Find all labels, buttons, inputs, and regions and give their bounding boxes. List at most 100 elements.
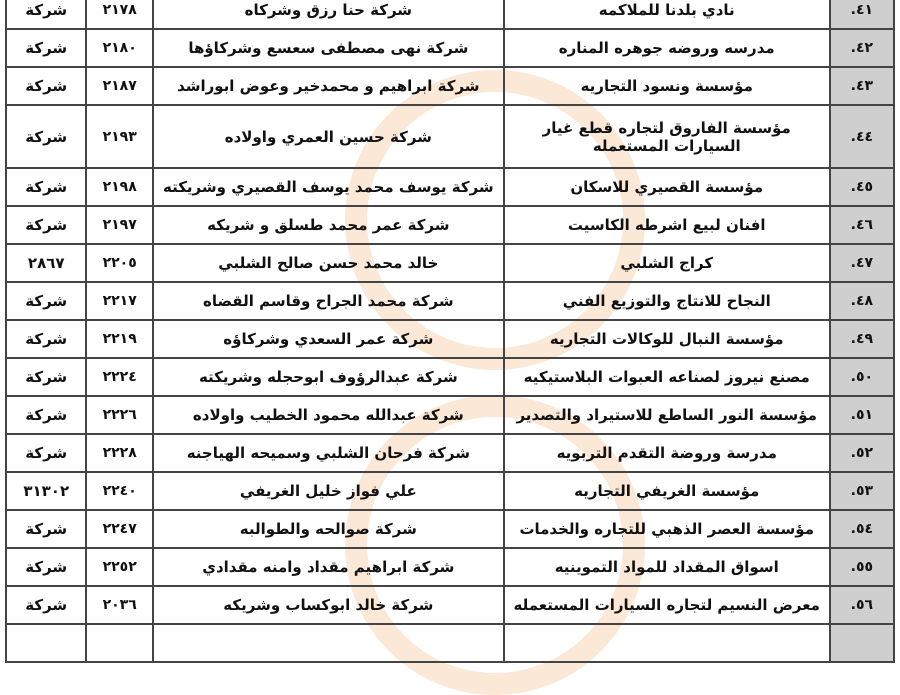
registration-number: ٢٢٢٨ xyxy=(85,433,154,473)
registration-number: ٢١٩٣ xyxy=(85,104,154,169)
table-row xyxy=(4,623,896,663)
table-row: ٥٢. مدرسة وروضة التقدم التربويه شركة فرحان… xyxy=(4,433,896,473)
table-row: ٤٧. كراج الشلبي خالد محمد حسن صالح الشلبي ٢… xyxy=(4,243,896,283)
registration-number: ٢٢٥٢ xyxy=(85,547,154,587)
registration-number: ٢١٧٨ xyxy=(85,0,154,30)
registration-number: ٢١٩٧ xyxy=(85,205,154,245)
entity-type: شركة xyxy=(4,205,88,245)
entity-type: ٣١٣٠٢ xyxy=(4,471,88,511)
table-row: ٤٦. افنان لبيع اشرطه الكاسيت شركة عمر محمد… xyxy=(4,205,896,245)
owner-name: شركة ابراهيم و محمدخير وعوض ابوراشد xyxy=(151,66,505,106)
owner-name: شركة ابراهيم مقداد وامنه مقدادي xyxy=(151,547,505,587)
owner-name: شركة نهى مصطفى سعسع وشركاؤها xyxy=(151,28,505,68)
establishment-name: مدرسة وروضة التقدم التربويه xyxy=(502,433,831,473)
owner-name: شركة خالد ابوكساب وشريكه xyxy=(151,585,505,625)
row-number: ٤١. xyxy=(828,0,896,30)
entity-type: شركة xyxy=(4,28,88,68)
entity-type: شركة xyxy=(4,433,88,473)
entity-type: شركة xyxy=(4,104,88,169)
entity-type: شركة xyxy=(4,167,88,207)
entity-type: شركة xyxy=(4,66,88,106)
owner-name: شركة عمر السعدي وشركاؤه xyxy=(151,319,505,359)
row-number: ٥٦. xyxy=(828,585,896,625)
row-number: ٤٦. xyxy=(828,205,896,245)
table-row: ٥٥. اسواق المقداد للمواد التموينيه شركة اب… xyxy=(4,547,896,587)
establishment-name: النجاح للانتاج والتوزيع الفني xyxy=(502,281,831,321)
owner-name: شركة صوالحه والطوالبه xyxy=(151,509,505,549)
establishment-name: مصنع نيروز لصناعه العبوات البلاستيكيه xyxy=(502,357,831,397)
empty-cell xyxy=(4,623,88,663)
owner-name: شركة حنا رزق وشركاه xyxy=(151,0,505,30)
establishment-name: معرض النسيم لتجاره السيارات المستعمله xyxy=(502,585,831,625)
entity-type: شركة xyxy=(4,509,88,549)
registration-number: ٢٢٢٤ xyxy=(85,357,154,397)
owner-name: شركة عبدالله محمود الخطيب واولاده xyxy=(151,395,505,435)
establishment-name: مؤسسة النور الساطع للاستيراد والتصدير xyxy=(502,395,831,435)
table-row: ٥٣. مؤسسة الغريفي التجاريه علي فواز خليل ا… xyxy=(4,471,896,511)
establishment-name: مؤسسة العصر الذهبي للتجاره والخدمات xyxy=(502,509,831,549)
owner-name: شركة يوسف محمد يوسف القصيري وشريكته xyxy=(151,167,505,207)
registration-number: ٢٢١٩ xyxy=(85,319,154,359)
establishment-name: نادي بلدنا للملاكمه xyxy=(502,0,831,30)
row-number: ٥٤. xyxy=(828,509,896,549)
entity-type: شركة xyxy=(4,281,88,321)
owner-name: شركة حسين العمري واولاده xyxy=(151,104,505,169)
establishment-name: مؤسسة ونسود التجاريه xyxy=(502,66,831,106)
entity-type: شركة xyxy=(4,547,88,587)
row-number: ٤٥. xyxy=(828,167,896,207)
row-number: ٤٧. xyxy=(828,243,896,283)
table-row: ٥٦. معرض النسيم لتجاره السيارات المستعمله… xyxy=(4,585,896,625)
registration-number: ٢١٨٧ xyxy=(85,66,154,106)
row-number: ٤٨. xyxy=(828,281,896,321)
entity-type: شركة xyxy=(4,395,88,435)
table-row: ٤٤. مؤسسة الفاروق لتجاره قطع غيار السيارا… xyxy=(4,104,896,169)
table-row: ٤١. نادي بلدنا للملاكمه شركة حنا رزق وشركا… xyxy=(4,0,896,30)
owner-name: علي فواز خليل الغريفي xyxy=(151,471,505,511)
row-number: ٥٠. xyxy=(828,357,896,397)
registration-number: ٢١٩٨ xyxy=(85,167,154,207)
row-number: ٥٣. xyxy=(828,471,896,511)
row-number: ٤٢. xyxy=(828,28,896,68)
registration-number: ٢٢٠٥ xyxy=(85,243,154,283)
registration-number: ٢٢٢٦ xyxy=(85,395,154,435)
owner-name: شركة عبدالرؤوف ابوحجله وشريكته xyxy=(151,357,505,397)
table-row: ٤٢. مدرسه وروضه جوهره المناره شركة نهى مصط… xyxy=(4,28,896,68)
companies-table: ٤١. نادي بلدنا للملاكمه شركة حنا رزق وشركا… xyxy=(4,0,896,663)
row-number: ٤٤. xyxy=(828,104,896,169)
entity-type: شركة xyxy=(4,357,88,397)
entity-type: شركة xyxy=(4,585,88,625)
table-row: ٤٥. مؤسسة القصيري للاسكان شركة يوسف محمد ي… xyxy=(4,167,896,207)
row-number: ٥٢. xyxy=(828,433,896,473)
entity-type: ٢٨٦٧ xyxy=(4,243,88,283)
registration-number: ٢٢٤٧ xyxy=(85,509,154,549)
row-number: ٤٣. xyxy=(828,66,896,106)
empty-cell xyxy=(502,623,831,663)
registration-number: ٢٢١٧ xyxy=(85,281,154,321)
table-row: ٤٨. النجاح للانتاج والتوزيع الفني شركة محم… xyxy=(4,281,896,321)
establishment-name: مدرسه وروضه جوهره المناره xyxy=(502,28,831,68)
establishment-name: كراج الشلبي xyxy=(502,243,831,283)
row-number: ٥٥. xyxy=(828,547,896,587)
entity-type: شركة xyxy=(4,0,88,30)
table-row: ٥١. مؤسسة النور الساطع للاستيراد والتصدير… xyxy=(4,395,896,435)
establishment-name: افنان لبيع اشرطه الكاسيت xyxy=(502,205,831,245)
table-row: ٥٠. مصنع نيروز لصناعه العبوات البلاستيكيه… xyxy=(4,357,896,397)
owner-name: خالد محمد حسن صالح الشلبي xyxy=(151,243,505,283)
entity-type: شركة xyxy=(4,319,88,359)
row-number: ٤٩. xyxy=(828,319,896,359)
establishment-name: مؤسسة الغريفي التجاريه xyxy=(502,471,831,511)
establishment-name: اسواق المقداد للمواد التموينيه xyxy=(502,547,831,587)
establishment-name: مؤسسة النبال للوكالات التجاريه xyxy=(502,319,831,359)
registration-number: ٢٠٣٦ xyxy=(85,585,154,625)
row-number: ٥١. xyxy=(828,395,896,435)
registration-number: ٢١٨٠ xyxy=(85,28,154,68)
establishment-name: مؤسسة القصيري للاسكان xyxy=(502,167,831,207)
owner-name: شركة محمد الجراح وقاسم القضاه xyxy=(151,281,505,321)
empty-cell xyxy=(85,623,154,663)
owner-name: شركة فرحان الشلبي وسميحه الهياجنه xyxy=(151,433,505,473)
empty-cell xyxy=(828,623,896,663)
owner-name: شركة عمر محمد طسلق و شريكه xyxy=(151,205,505,245)
table-row: ٥٤. مؤسسة العصر الذهبي للتجاره والخدمات شر… xyxy=(4,509,896,549)
establishment-name: مؤسسة الفاروق لتجاره قطع غيار السيارات ا… xyxy=(502,104,831,169)
registration-number: ٢٢٤٠ xyxy=(85,471,154,511)
